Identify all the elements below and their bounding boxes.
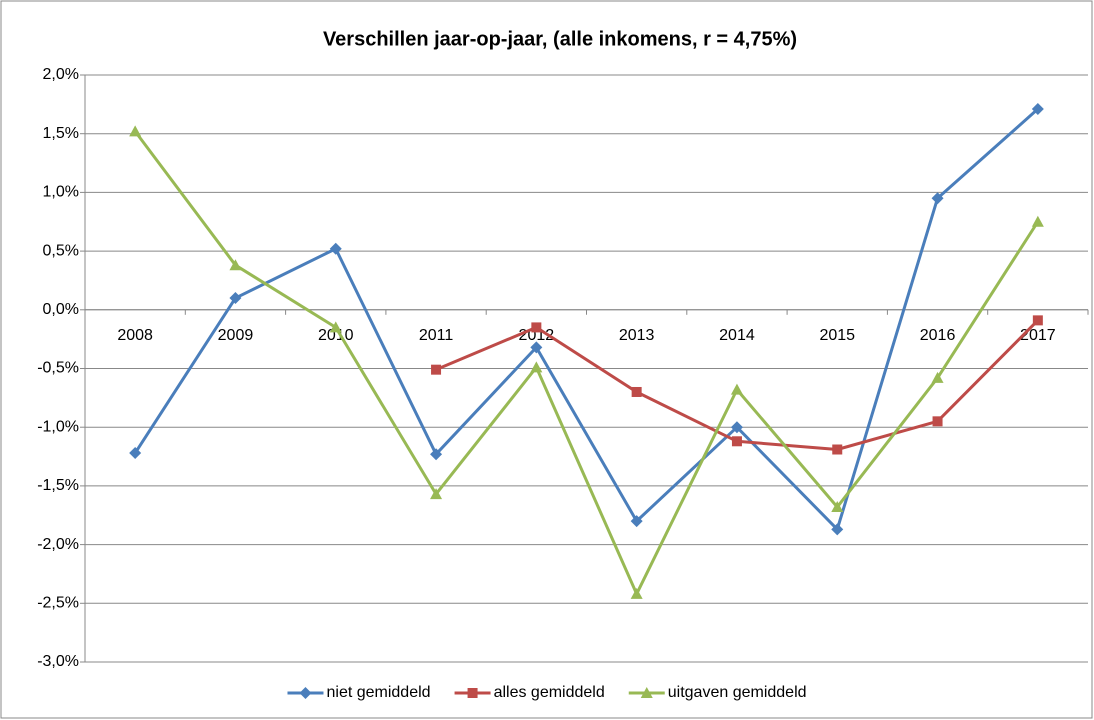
marker — [730, 421, 743, 434]
legend-label: alles gemiddeld — [494, 684, 605, 701]
marker — [431, 364, 442, 375]
marker — [129, 125, 142, 137]
y-tick-label: -0,5% — [37, 360, 79, 377]
legend-item: niet gemiddeld — [287, 684, 431, 701]
y-tick-label: -1,5% — [37, 477, 79, 494]
series-line — [133, 130, 1040, 596]
y-tick-label: 0,0% — [43, 301, 79, 318]
marker — [931, 371, 944, 383]
y-tick-label: -2,5% — [37, 595, 79, 612]
marker — [1031, 215, 1044, 227]
legend-label: niet gemiddeld — [326, 684, 430, 701]
marker — [932, 416, 943, 427]
x-tick-label: 2011 — [419, 327, 454, 344]
marker — [1032, 315, 1043, 326]
marker — [467, 688, 478, 698]
marker — [831, 501, 844, 513]
marker — [831, 523, 844, 536]
marker — [531, 322, 542, 333]
y-tick-label: -2,0% — [37, 536, 79, 553]
x-tick-label: 2009 — [218, 327, 254, 344]
legend: niet gemiddeld alles gemiddeld uitgaven ge… — [287, 684, 807, 701]
y-tick-label: 1,5% — [43, 125, 79, 142]
x-tick-label: 2013 — [619, 327, 655, 344]
chart-title: Verschillen jaar-op-jaar, (alle inkomens… — [323, 28, 797, 50]
legend-item: alles gemiddeld — [454, 684, 605, 701]
marker — [530, 341, 543, 354]
legend-label: uitgaven gemiddeld — [668, 684, 807, 701]
marker — [329, 321, 342, 333]
x-tick-label: 2015 — [819, 327, 855, 344]
marker — [1031, 103, 1044, 116]
marker — [129, 447, 142, 460]
x-tick-label: 2014 — [719, 327, 755, 344]
y-tick-label: -3,0% — [37, 653, 79, 670]
legend-item: uitgaven gemiddeld — [628, 684, 807, 701]
marker — [731, 436, 742, 447]
y-tick-label: -1,0% — [37, 418, 79, 435]
marker — [640, 687, 653, 698]
marker — [630, 587, 643, 599]
x-tick-label: 2016 — [920, 327, 956, 344]
marker — [430, 448, 443, 461]
series-line — [133, 107, 1039, 531]
y-tick-label: 0,5% — [43, 242, 79, 259]
marker — [229, 259, 242, 271]
marker — [430, 488, 443, 500]
marker — [931, 192, 944, 205]
marker — [299, 687, 312, 699]
x-tick-label: 2017 — [1020, 327, 1056, 344]
marker — [832, 444, 843, 455]
marker — [631, 386, 642, 397]
y-tick-label: 2,0% — [43, 66, 79, 83]
marker — [730, 383, 743, 395]
marker — [630, 515, 643, 528]
y-tick-label: 1,0% — [43, 184, 79, 201]
marker — [229, 292, 242, 305]
marker — [530, 361, 543, 373]
x-tick-label: 2008 — [117, 327, 153, 344]
marker — [329, 242, 342, 255]
